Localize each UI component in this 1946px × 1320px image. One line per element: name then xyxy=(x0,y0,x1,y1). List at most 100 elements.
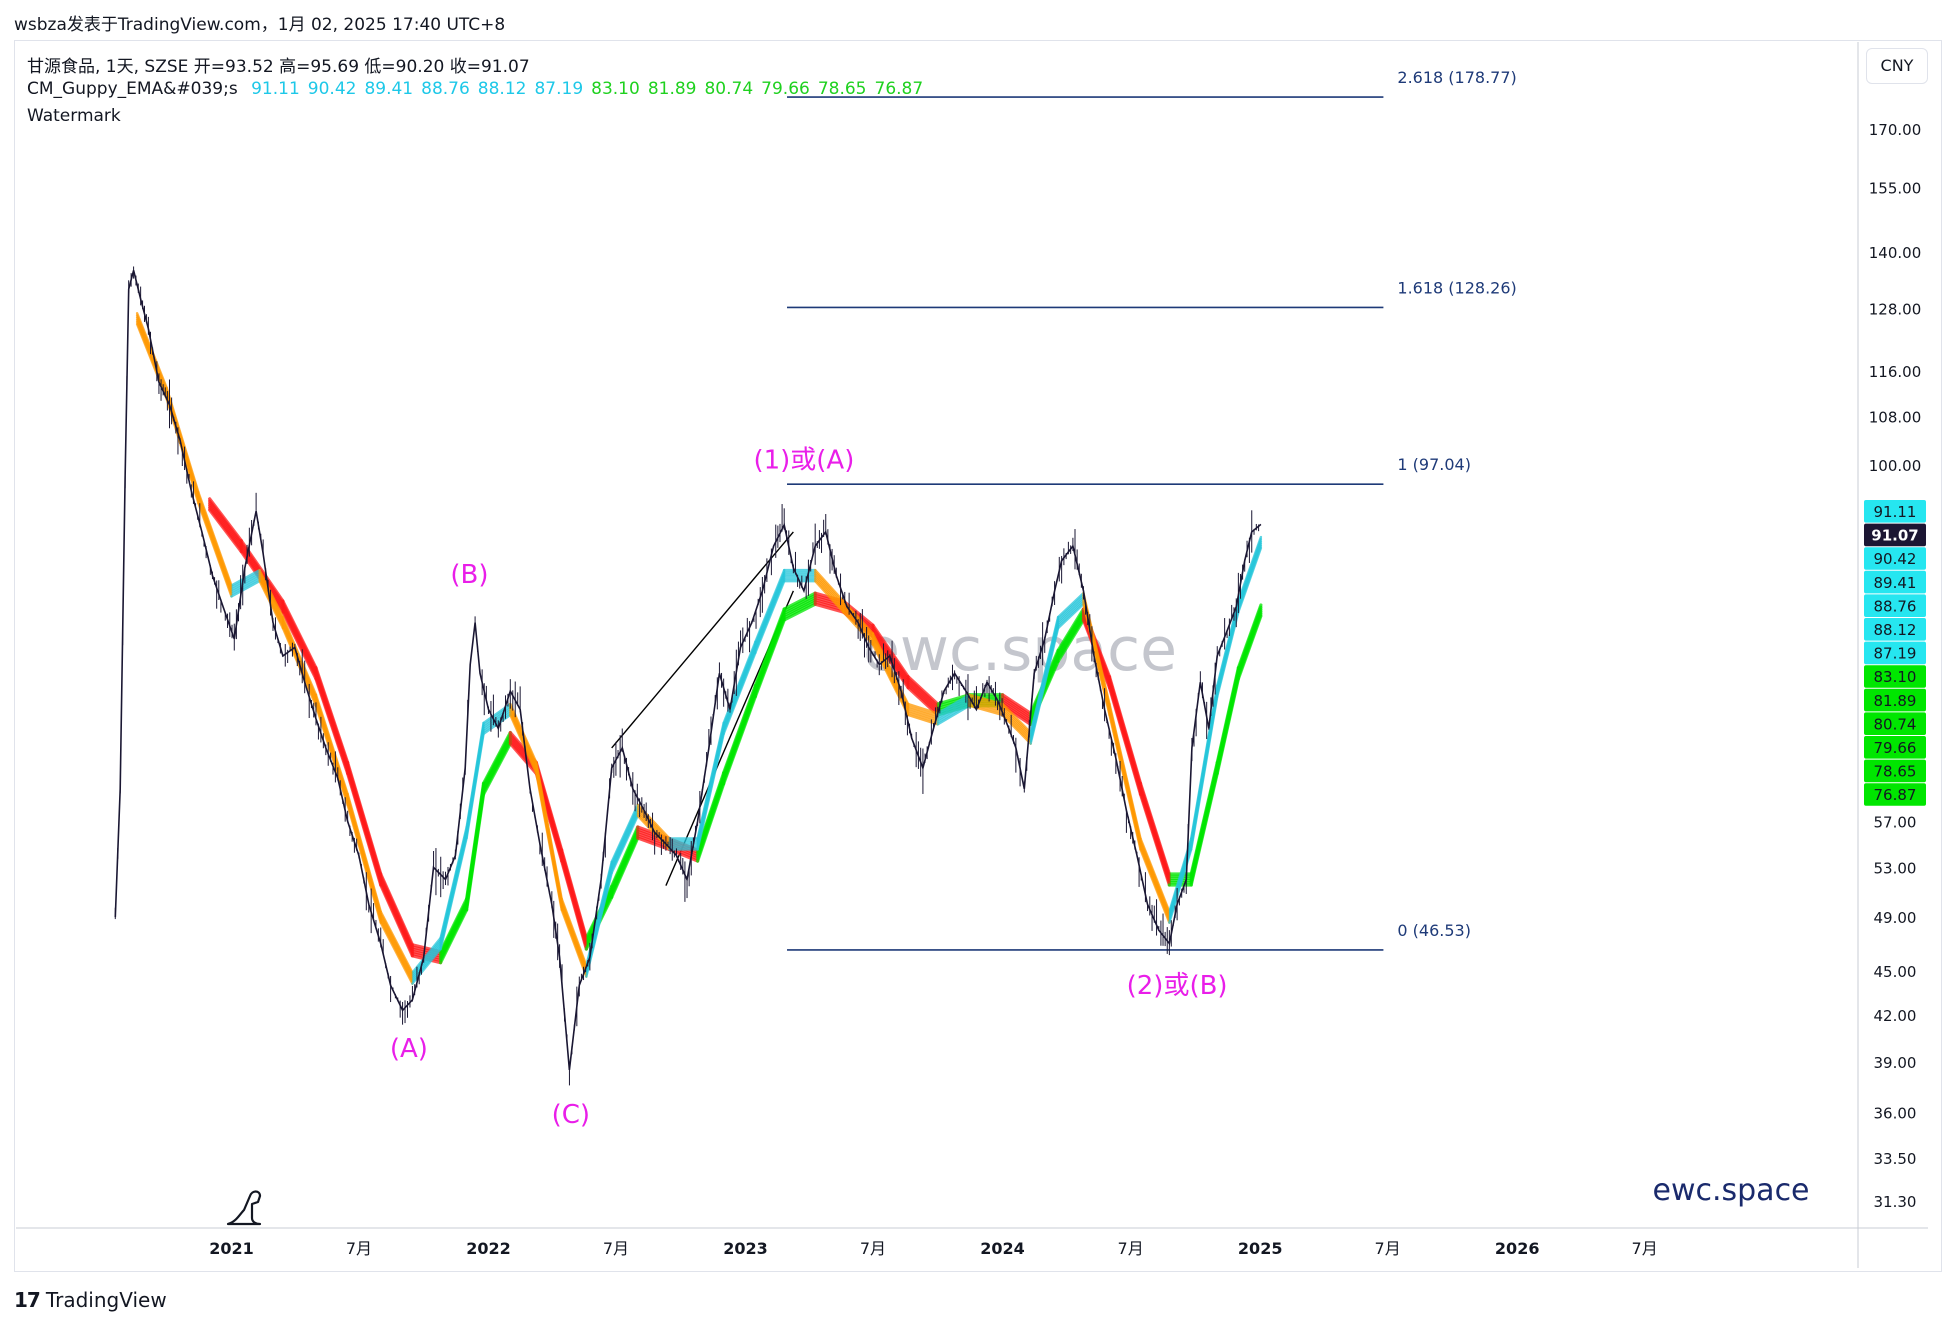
x-tick-label: 2026 xyxy=(1495,1239,1540,1258)
ema-fast-band xyxy=(936,697,971,719)
watermark-legend[interactable]: Watermark xyxy=(27,106,121,126)
y-tick-label: 170.00 xyxy=(1869,121,1922,139)
price-tag-label: 79.66 xyxy=(1874,739,1917,757)
x-tick-label: 2023 xyxy=(723,1239,768,1258)
ema-fast-band xyxy=(1001,702,1032,734)
price-tag-box xyxy=(1864,641,1926,665)
ema-fast-band xyxy=(968,695,1004,708)
indicator-legend[interactable]: CM_Guppy_EMA&#039;s 91.11 90.42 89.41 88.76… xyxy=(27,79,939,99)
ema-slow-band xyxy=(1236,614,1263,681)
ema-fast-band xyxy=(636,803,671,840)
ema-slow-band xyxy=(281,610,318,681)
indicator-value: 80.74 xyxy=(704,79,754,99)
ema-fast-band xyxy=(936,702,971,724)
trend-line xyxy=(611,531,794,749)
ema-fast-band xyxy=(379,921,414,985)
price-tag-box xyxy=(1864,665,1926,688)
y-tick-label: 140.00 xyxy=(1869,244,1922,262)
ema-fast-band xyxy=(230,571,261,589)
ema-fast-band xyxy=(560,908,588,978)
price-tag-label: 89.41 xyxy=(1874,574,1917,592)
ema-fast-band xyxy=(636,807,671,845)
symbol-legend[interactable]: 甘源食品, 1天, SZSE 开=93.52 高=95.69 低=90.20 收… xyxy=(27,57,530,77)
ema-slow-band xyxy=(438,908,469,965)
ema-slow-band xyxy=(610,836,640,899)
ema-slow-band xyxy=(753,618,786,699)
price-tag-label: 81.89 xyxy=(1874,692,1917,710)
fib-level-label: 1 (97.04) xyxy=(1397,455,1471,474)
price-tag-label: 83.10 xyxy=(1874,668,1917,686)
ema-fast-band xyxy=(230,573,261,591)
price-tag-box xyxy=(1864,618,1926,641)
wave-label: (B) xyxy=(450,560,488,590)
price-tag-box xyxy=(1864,759,1926,783)
indicator-value: 76.87 xyxy=(874,79,924,99)
x-tick-label: 7月 xyxy=(603,1239,629,1258)
ema-fast-band xyxy=(346,803,382,924)
ema-fast-band xyxy=(906,709,939,722)
ema-fast-band xyxy=(1029,626,1060,745)
y-tick-label: 31.30 xyxy=(1874,1193,1917,1211)
price-tag-box xyxy=(1864,547,1926,570)
ema-fast-band xyxy=(230,579,261,598)
indicator-values: 91.11 90.42 89.41 88.76 88.12 87.19 83.10 81.89… xyxy=(251,79,931,99)
ema-slow-band xyxy=(782,602,817,622)
ema-fast-band xyxy=(936,695,971,717)
ema-fast-band xyxy=(1056,598,1085,625)
x-tick-label: 2024 xyxy=(980,1239,1025,1258)
price-tag-box xyxy=(1864,736,1926,759)
x-tick-label: 7月 xyxy=(860,1239,886,1258)
ema-fast-band xyxy=(722,651,757,736)
ema-fast-band xyxy=(906,711,939,724)
ema-slow-band xyxy=(481,741,512,796)
indicator-value: 90.42 xyxy=(307,79,357,99)
currency-button[interactable]: CNY xyxy=(1866,48,1928,84)
chart-frame xyxy=(14,40,1942,1272)
ema-fast-band xyxy=(813,573,845,607)
ema-fast-band xyxy=(1108,713,1142,851)
y-tick-label: 108.00 xyxy=(1869,408,1922,426)
ema-fast-band xyxy=(906,705,939,717)
y-tick-label: 53.00 xyxy=(1874,859,1917,877)
ema-fast-band xyxy=(610,814,639,875)
price-tag-label: 91.07 xyxy=(1871,527,1918,545)
ema-fast-band xyxy=(813,575,845,609)
x-tick-label: 2025 xyxy=(1238,1239,1283,1258)
indicator-name: CM_Guppy_EMA&#039;s xyxy=(27,79,238,99)
fib-level-label: 2.618 (178.77) xyxy=(1397,68,1516,87)
price-tag-label: 76.87 xyxy=(1874,786,1917,804)
price-tag-label: 80.74 xyxy=(1874,715,1917,733)
x-tick-label: 2021 xyxy=(209,1239,254,1258)
y-tick-label: 39.00 xyxy=(1874,1054,1917,1072)
ema-fast-band xyxy=(968,700,1004,712)
wave-label: (2)或(B) xyxy=(1127,971,1228,1001)
ema-slow-band xyxy=(1189,771,1219,887)
ema-slow-band xyxy=(782,598,817,618)
ema-fast-band xyxy=(813,568,845,603)
price-tag-label: 90.42 xyxy=(1874,550,1917,568)
tradingview-logo[interactable]: 17 TradingView xyxy=(14,1288,167,1312)
ema-fast-band xyxy=(906,707,939,719)
y-tick-label: 116.00 xyxy=(1869,363,1922,381)
ema-fast-band xyxy=(585,871,613,978)
ema-slow-band xyxy=(1000,701,1033,724)
ema-slow-band xyxy=(936,693,971,706)
y-tick-label: 36.00 xyxy=(1874,1104,1917,1122)
price-tag-box xyxy=(1864,712,1926,735)
ema-fast-band xyxy=(936,700,971,722)
ema-slow-band xyxy=(906,679,940,711)
y-tick-label: 42.00 xyxy=(1874,1007,1917,1025)
y-tick-label: 100.00 xyxy=(1869,457,1922,475)
ema-slow-band xyxy=(208,508,243,554)
ema-fast-band xyxy=(1056,591,1085,619)
ema-slow-band xyxy=(782,591,817,611)
tradingview-brand: TradingView xyxy=(45,1288,167,1312)
ema-slow-band xyxy=(782,593,817,613)
ema-fast-band xyxy=(813,579,845,614)
ema-fast-band xyxy=(906,702,939,715)
ema-slow-band xyxy=(782,595,817,616)
dino-icon xyxy=(226,1190,262,1226)
ema-fast-band xyxy=(230,577,261,596)
ema-slow-band xyxy=(1000,695,1033,718)
